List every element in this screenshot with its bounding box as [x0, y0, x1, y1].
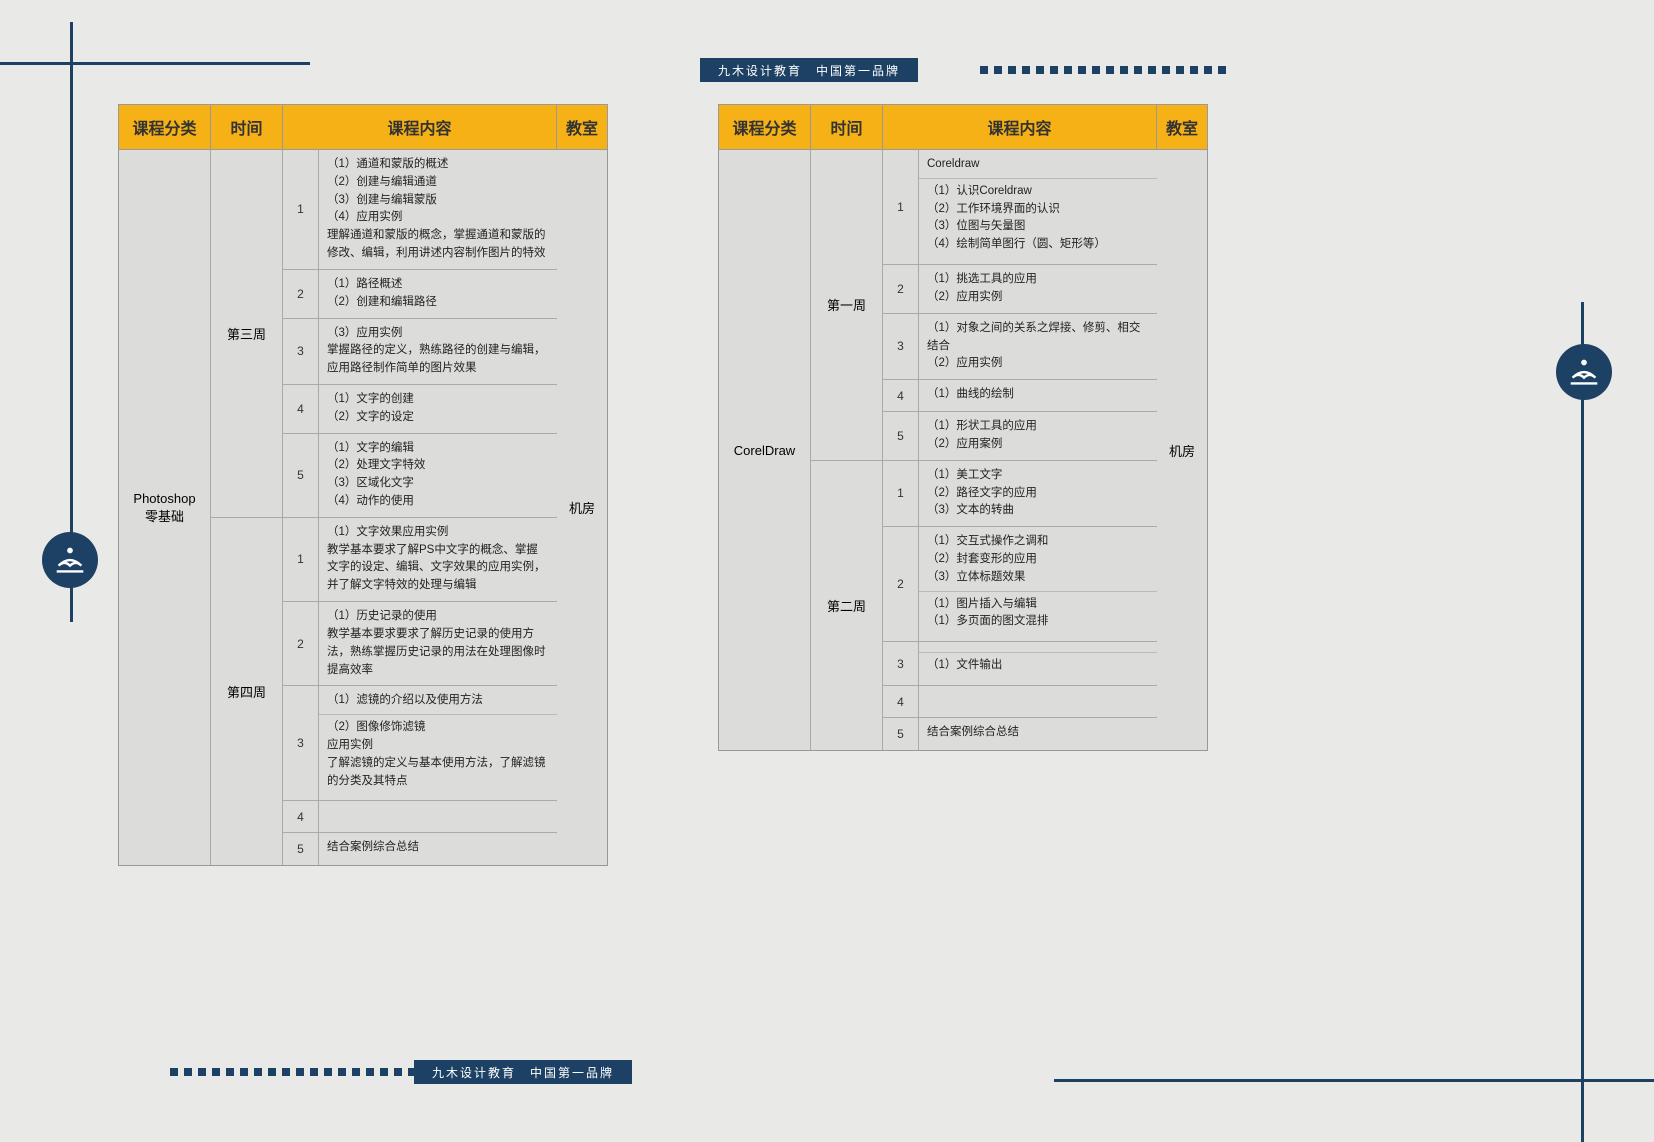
session-row: 5结合案例综合总结 — [283, 833, 557, 865]
brand-banner-bottom: 九木设计教育 中国第一品牌 — [414, 1060, 632, 1084]
session-number: 3 — [883, 642, 919, 685]
session-row: 3（3）应用实例掌握路径的定义，熟练路径的创建与编辑，应用路径制作简单的图片效果 — [283, 319, 557, 385]
session-number: 1 — [283, 150, 319, 269]
schedule-table-left: 课程分类 时间 课程内容 教室 Photoshop零基础 第三周1（1）通道和蒙… — [118, 104, 608, 866]
room-cell: 机房 — [1157, 150, 1207, 750]
session-content: （1）曲线的绘制 — [919, 380, 1157, 411]
session-content: （1）美工文字（2）路径文字的应用（3）文本的转曲 — [919, 461, 1157, 526]
session-content: （3）应用实例掌握路径的定义，熟练路径的创建与编辑，应用路径制作简单的图片效果 — [319, 319, 557, 384]
session-row: 1（1）文字效果应用实例教学基本要求了解PS中文字的概念、掌握文字的设定、编辑、… — [283, 518, 557, 602]
session-content: （1）通道和蒙版的概述（2）创建与编辑通道（3）创建与编辑蒙版（4）应用实例理解… — [319, 150, 557, 269]
week-label: 第四周 — [211, 518, 283, 866]
session-number: 5 — [283, 434, 319, 517]
room-cell: 机房 — [557, 150, 607, 865]
session-number: 4 — [883, 380, 919, 411]
week-block: 第三周1（1）通道和蒙版的概述（2）创建与编辑通道（3）创建与编辑蒙版（4）应用… — [211, 150, 557, 518]
session-row: 2（1）交互式操作之调和（2）封套变形的应用（3）立体标题效果（1）图片插入与编… — [883, 527, 1157, 642]
week-block: 第二周1（1）美工文字（2）路径文字的应用（3）文本的转曲2（1）交互式操作之调… — [811, 461, 1157, 750]
session-row: 3（1）文件输出 — [883, 642, 1157, 686]
session-row: 4（1）文字的创建（2）文字的设定 — [283, 385, 557, 434]
session-row: 3（1）对象之间的关系之焊接、修剪、相交结合（2）应用实例 — [883, 314, 1157, 380]
table-header: 课程分类 时间 课程内容 教室 — [719, 105, 1207, 150]
logo-badge-left — [42, 532, 98, 588]
session-number: 3 — [283, 686, 319, 800]
session-content: 结合案例综合总结 — [919, 718, 1157, 750]
session-row: 4 — [283, 801, 557, 833]
brand-banner-top: 九木设计教育 中国第一品牌 — [700, 58, 918, 82]
header-time: 时间 — [811, 105, 883, 149]
session-number: 4 — [883, 686, 919, 717]
session-content: （1）文字的创建（2）文字的设定 — [319, 385, 557, 433]
session-number: 1 — [883, 150, 919, 264]
session-number: 2 — [883, 527, 919, 641]
session-row: 5结合案例综合总结 — [883, 718, 1157, 750]
session-row: 2（1）历史记录的使用教学基本要求要求了解历史记录的使用方法，熟练掌握历史记录的… — [283, 602, 557, 686]
session-content: （1）文字效果应用实例教学基本要求了解PS中文字的概念、掌握文字的设定、编辑、文… — [319, 518, 557, 601]
session-row: 4 — [883, 686, 1157, 718]
session-row: 3（1）滤镜的介绍以及使用方法（2）图像修饰滤镜应用实例了解滤镜的定义与基本使用… — [283, 686, 557, 801]
session-number: 5 — [883, 718, 919, 750]
session-number: 5 — [883, 412, 919, 460]
session-content: Coreldraw（1）认识Coreldraw（2）工作环境界面的认识（3）位图… — [919, 150, 1157, 264]
session-content: （1）文字的编辑（2）处理文字特效（3）区域化文字（4）动作的使用 — [319, 434, 557, 517]
schedule-table-right: 课程分类 时间 课程内容 教室 CorelDraw 第一周1Coreldraw（… — [718, 104, 1208, 751]
session-content: （1）路径概述（2）创建和编辑路径 — [319, 270, 557, 318]
category-cell: CorelDraw — [719, 150, 811, 750]
header-content: 课程内容 — [283, 105, 557, 149]
decor-dots-bottom — [170, 1068, 416, 1076]
session-content: （1）对象之间的关系之焊接、修剪、相交结合（2）应用实例 — [919, 314, 1157, 379]
table-header: 课程分类 时间 课程内容 教室 — [119, 105, 607, 150]
week-block: 第一周1Coreldraw（1）认识Coreldraw（2）工作环境界面的认识（… — [811, 150, 1157, 461]
logo-badge-right — [1556, 344, 1612, 400]
session-number: 1 — [283, 518, 319, 601]
session-number: 4 — [283, 385, 319, 433]
header-room: 教室 — [557, 105, 607, 149]
session-content — [919, 686, 1157, 717]
week-label: 第二周 — [811, 461, 883, 750]
session-content: 结合案例综合总结 — [319, 833, 557, 865]
header-category: 课程分类 — [719, 105, 811, 149]
session-content: （1）形状工具的应用（2）应用案例 — [919, 412, 1157, 460]
session-number: 2 — [883, 265, 919, 313]
session-row: 5（1）形状工具的应用（2）应用案例 — [883, 412, 1157, 460]
session-row: 5（1）文字的编辑（2）处理文字特效（3）区域化文字（4）动作的使用 — [283, 434, 557, 517]
session-number: 1 — [883, 461, 919, 526]
header-content: 课程内容 — [883, 105, 1157, 149]
session-row: 2（1）挑选工具的应用（2）应用实例 — [883, 265, 1157, 314]
session-content: （1）挑选工具的应用（2）应用实例 — [919, 265, 1157, 313]
header-room: 教室 — [1157, 105, 1207, 149]
decor-line-top — [0, 62, 310, 65]
session-row: 4（1）曲线的绘制 — [883, 380, 1157, 412]
session-number: 2 — [283, 270, 319, 318]
session-number: 2 — [283, 602, 319, 685]
session-content — [319, 801, 557, 832]
session-row: 1（1）通道和蒙版的概述（2）创建与编辑通道（3）创建与编辑蒙版（4）应用实例理… — [283, 150, 557, 270]
session-content: （1）文件输出 — [919, 642, 1157, 685]
decor-line-right — [1581, 302, 1584, 1142]
session-row: 1（1）美工文字（2）路径文字的应用（3）文本的转曲 — [883, 461, 1157, 527]
header-time: 时间 — [211, 105, 283, 149]
decor-dots-top — [980, 66, 1226, 74]
session-content: （1）滤镜的介绍以及使用方法（2）图像修饰滤镜应用实例了解滤镜的定义与基本使用方… — [319, 686, 557, 800]
session-content: （1）历史记录的使用教学基本要求要求了解历史记录的使用方法，熟练掌握历史记录的用… — [319, 602, 557, 685]
session-number: 5 — [283, 833, 319, 865]
session-row: 2（1）路径概述（2）创建和编辑路径 — [283, 270, 557, 319]
session-number: 4 — [283, 801, 319, 832]
decor-line-bottom — [1054, 1079, 1654, 1082]
week-label: 第三周 — [211, 150, 283, 517]
category-cell: Photoshop零基础 — [119, 150, 211, 865]
week-label: 第一周 — [811, 150, 883, 460]
header-category: 课程分类 — [119, 105, 211, 149]
session-row: 1Coreldraw（1）认识Coreldraw（2）工作环境界面的认识（3）位… — [883, 150, 1157, 265]
session-number: 3 — [283, 319, 319, 384]
session-content: （1）交互式操作之调和（2）封套变形的应用（3）立体标题效果（1）图片插入与编辑… — [919, 527, 1157, 641]
week-block: 第四周1（1）文字效果应用实例教学基本要求了解PS中文字的概念、掌握文字的设定、… — [211, 518, 557, 866]
session-number: 3 — [883, 314, 919, 379]
